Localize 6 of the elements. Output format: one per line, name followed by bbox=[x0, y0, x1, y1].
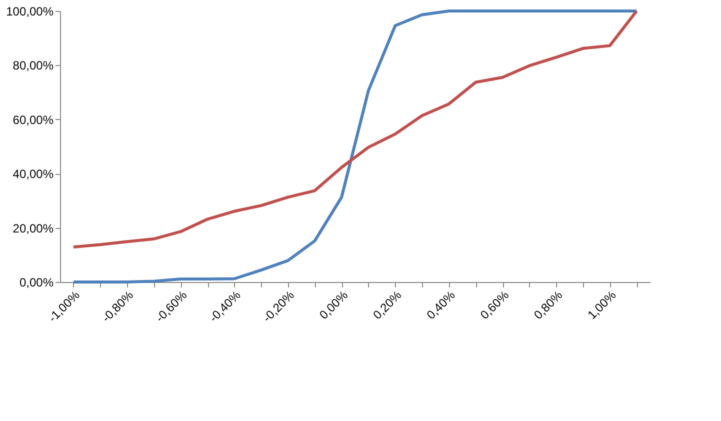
y-tick-label: 40,00% bbox=[12, 167, 54, 182]
y-tick-label: 60,00% bbox=[12, 112, 54, 127]
y-tick-label: 100,00% bbox=[6, 4, 54, 18]
y-tick-label: 20,00% bbox=[12, 221, 54, 236]
y-tick-label: 80,00% bbox=[12, 58, 54, 73]
y-tick-label: 0,00% bbox=[19, 276, 54, 290]
